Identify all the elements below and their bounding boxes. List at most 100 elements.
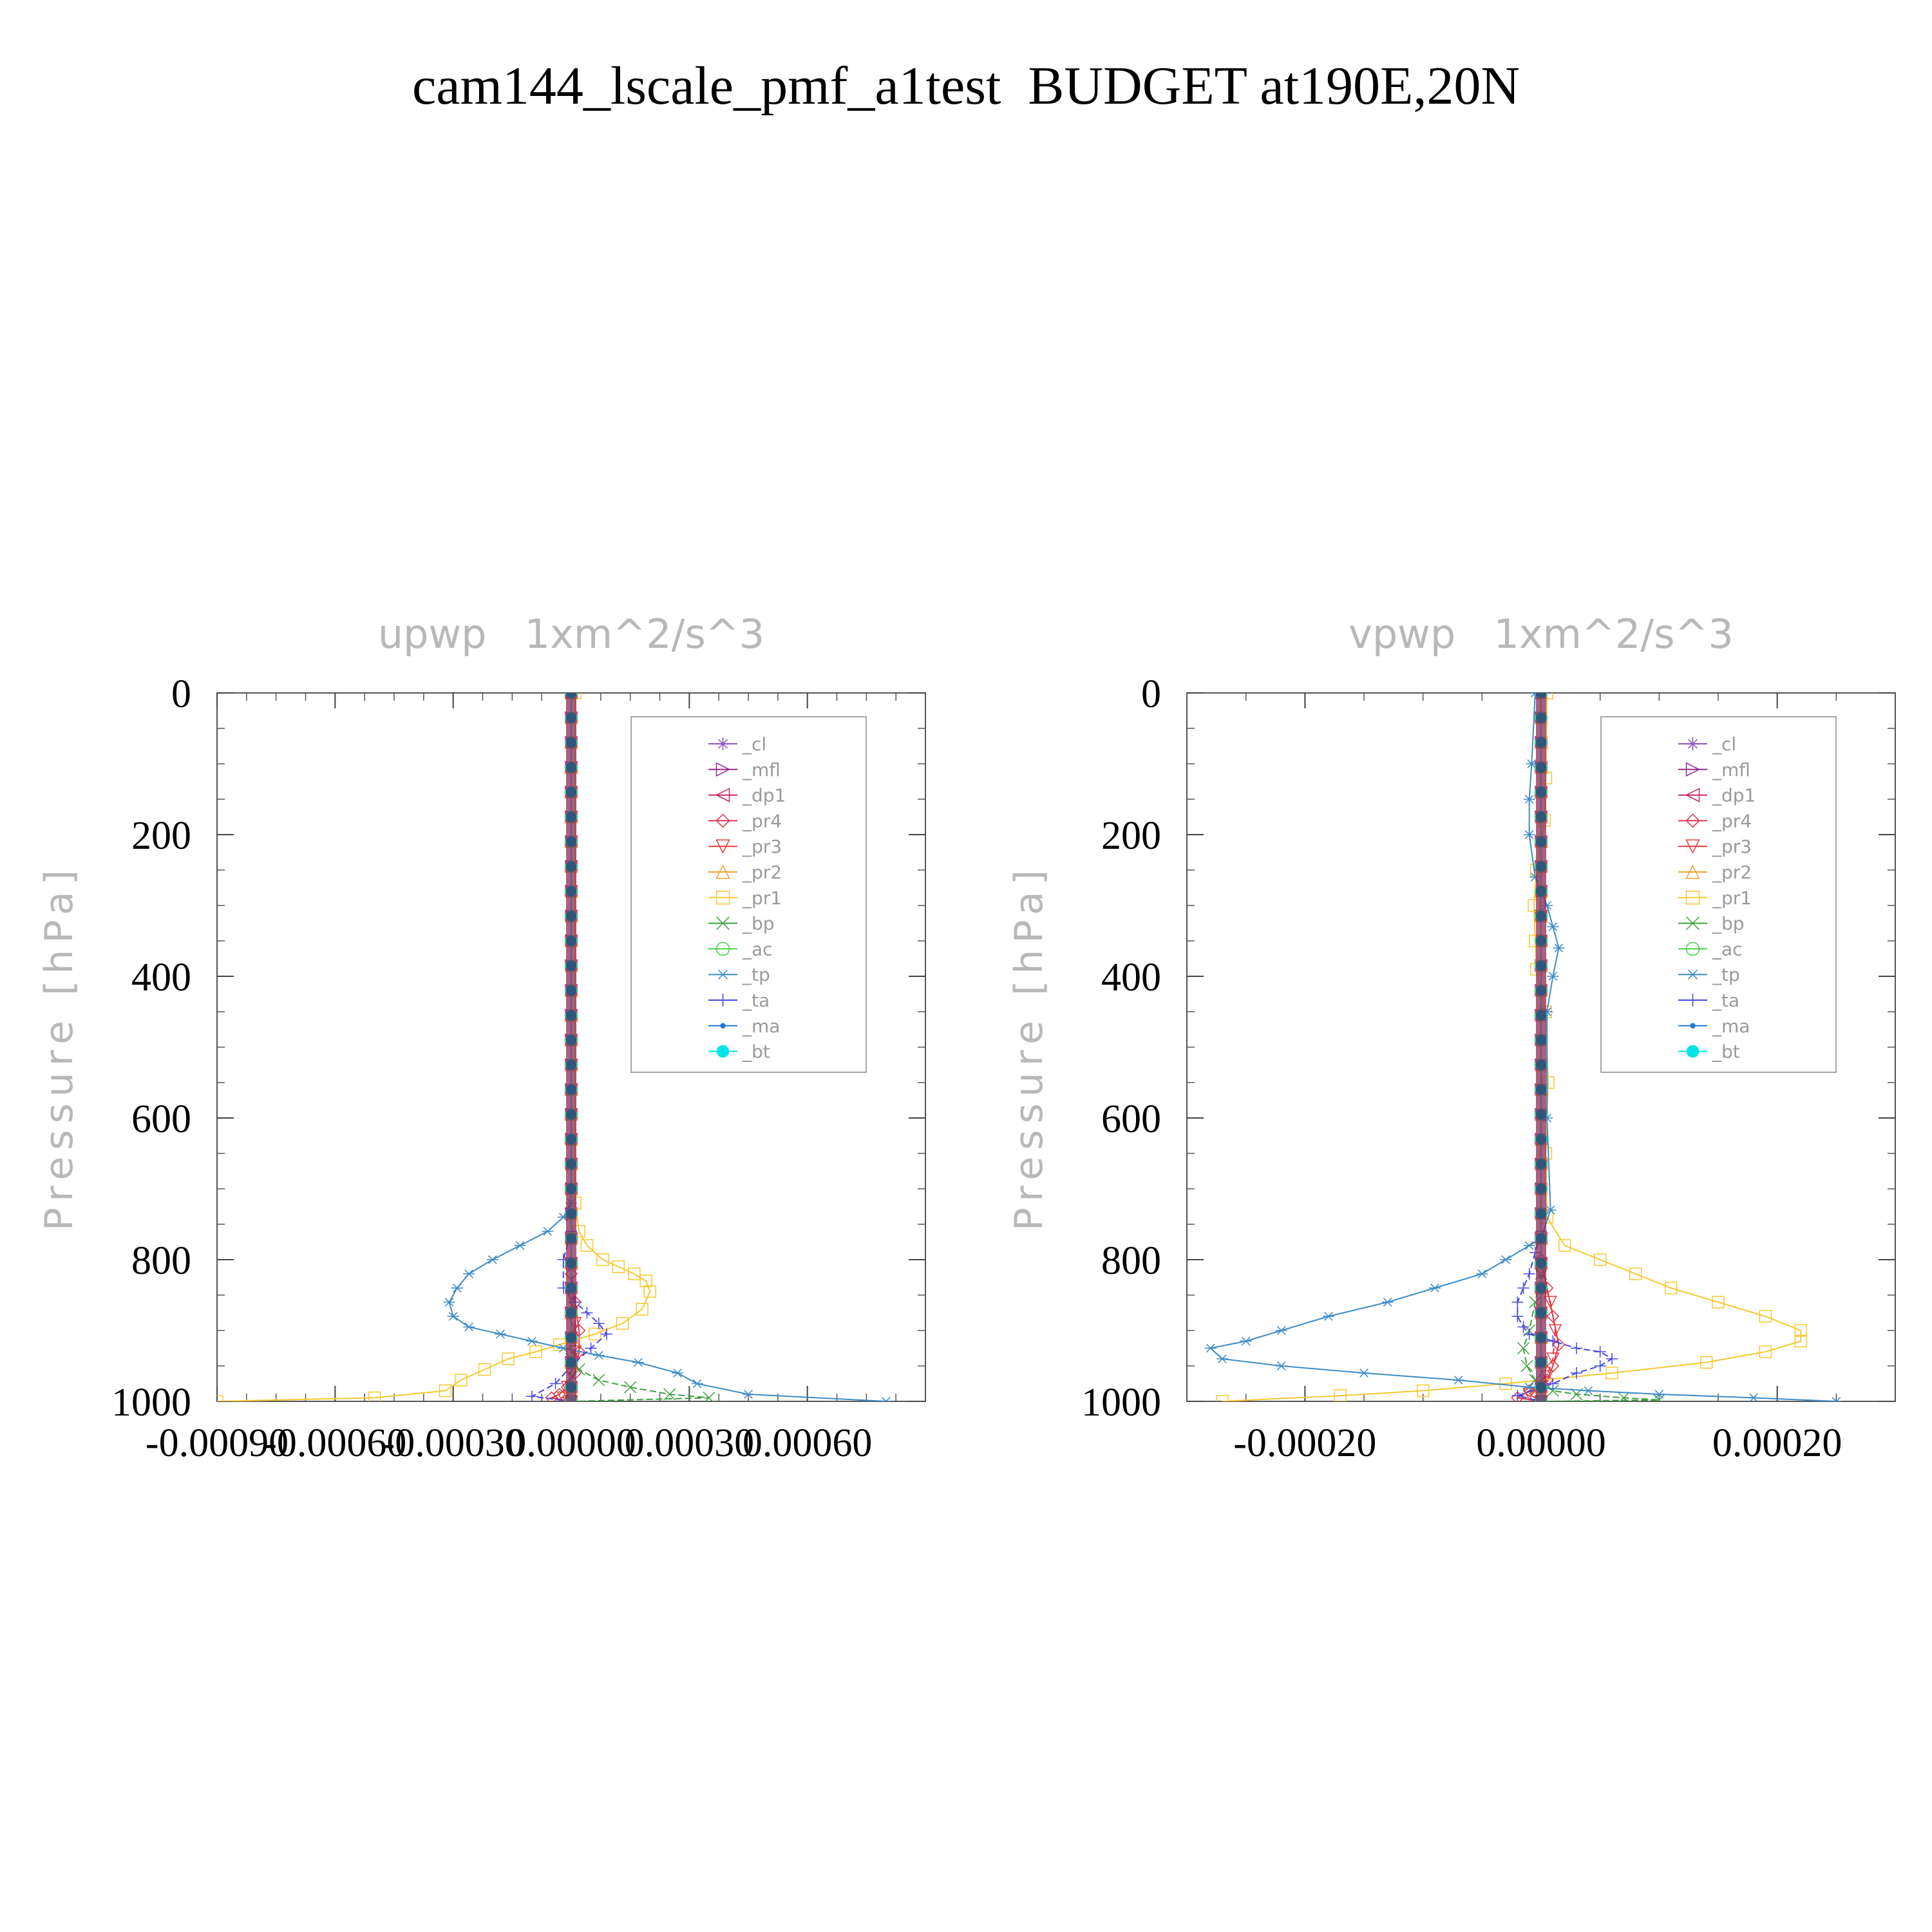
series-point-pr1: [1759, 1345, 1772, 1358]
legend-marker-ma: [1690, 1023, 1696, 1029]
series-point-ta: [1511, 1311, 1524, 1322]
series-point-ta: [1606, 1353, 1618, 1365]
series-point-tp: [592, 1350, 605, 1360]
series-point-bt: [1536, 911, 1546, 922]
legend-label-bp: _bp: [1712, 913, 1745, 934]
series-point-pr4: [545, 1391, 558, 1401]
series-point-bp: [1617, 1391, 1630, 1401]
series-point-tp: [463, 1322, 475, 1332]
series-point-bt: [1536, 837, 1546, 847]
legend-label-mfl: _mfl: [1712, 759, 1750, 781]
series-point-bp: [1546, 1384, 1559, 1397]
series-point-tp: [1523, 830, 1535, 839]
series-point-bt: [566, 911, 576, 922]
series-point-bt: [566, 1332, 576, 1343]
series-point-bt: [1536, 1233, 1546, 1244]
series-point-pr1: [455, 1374, 468, 1387]
legend-label-ta: _ta: [1712, 990, 1739, 1011]
series-point-bt: [1536, 1258, 1546, 1269]
series-point-bt: [1536, 693, 1546, 698]
legend-marker-ma: [720, 1023, 726, 1029]
series-point-bt: [1536, 886, 1546, 896]
series-point-bt: [566, 737, 576, 748]
series-point-bt: [566, 936, 576, 946]
series-point-bt: [566, 1159, 576, 1170]
series-point-pr4: [1546, 1309, 1560, 1323]
series-point-tp: [1547, 972, 1559, 981]
panel-title: upwp 1xm^2/s^3: [378, 611, 764, 658]
series-point-pr1: [588, 1327, 601, 1341]
series-point-tp: [495, 1329, 506, 1339]
series-point-ta: [1523, 1268, 1535, 1280]
series-point-pr1: [1540, 693, 1553, 699]
legend-marker-pr2: [715, 864, 730, 879]
x-tick-label: 0.00030: [625, 1421, 755, 1465]
series-point-tp: [1204, 1343, 1217, 1353]
y-tick-label: 1000: [111, 1381, 191, 1425]
legend: _cl _mfl _dp1 _pr4 _pr3 _pr2 _pr1 _bp _ac _tp _ta _…: [1600, 716, 1837, 1073]
legend-label-bt: _bt: [1712, 1041, 1740, 1063]
series-point-bt: [566, 861, 576, 872]
series-point-bt: [566, 1233, 576, 1244]
series-point-bp: [1653, 1394, 1665, 1401]
legend-label-tp: _tp: [742, 964, 770, 985]
legend-marker-pr4: [715, 813, 730, 828]
series-point-pr3: [1546, 1352, 1560, 1366]
series-point-tp: [1275, 1326, 1287, 1335]
series-point-ta: [1517, 1321, 1530, 1333]
series-point-tp: [443, 1298, 455, 1307]
figure-title: cam144_lscale_pmf_a1test BUDGET at190E,2…: [412, 56, 1520, 116]
y-tick-label: 600: [131, 1097, 191, 1141]
series-point-pr1: [1664, 1282, 1678, 1294]
series-point-tp: [1217, 1354, 1228, 1363]
series-point-pr1: [368, 1391, 381, 1401]
zero-line-stack: [566, 693, 576, 1401]
legend-marker-tp: [716, 969, 730, 980]
legend: _cl _mfl _dp1 _pr4 _pr3 _pr2 _pr1 _bp _ac _tp _ta _…: [630, 716, 867, 1073]
series-point-pr1: [1593, 1253, 1607, 1266]
series-point-bt: [566, 1307, 576, 1318]
legend-label-ac: _ac: [742, 938, 773, 960]
series-point-bt: [1536, 737, 1546, 748]
legend-label-pr1: _pr1: [1712, 887, 1752, 909]
series-point-bt: [566, 712, 576, 723]
series-point-pr1: [596, 1253, 609, 1266]
series-point-pr4: [1552, 1338, 1566, 1352]
y-tick-label: 800: [1101, 1239, 1161, 1283]
series-point-bt: [566, 1258, 576, 1269]
series-point-ta: [601, 1328, 612, 1340]
x-tick-label: 0.00000: [1476, 1421, 1606, 1465]
legend-box: [1600, 716, 1837, 1073]
series-point-bt: [1536, 1059, 1546, 1070]
zero-line-stack: [1536, 693, 1546, 1401]
series-point-tp: [1523, 1241, 1535, 1250]
legend-label-cl: _cl: [742, 734, 766, 755]
series-point-ta: [1523, 1328, 1535, 1340]
legend-marker-pr1: [715, 891, 730, 905]
series-point-pr1: [1629, 1267, 1642, 1280]
panel-title: vpwp 1xm^2/s^3: [1349, 611, 1734, 658]
series-point-bt: [1536, 712, 1546, 723]
series-point-pr1: [580, 1239, 594, 1252]
legend-marker-ac: [1685, 942, 1700, 956]
series-point-ta: [592, 1318, 605, 1329]
series-point-tp: [1582, 1386, 1595, 1396]
series-point-tp: [1476, 1269, 1488, 1278]
series-point-bt: [1536, 1357, 1546, 1368]
series-point-ta: [1547, 1335, 1559, 1347]
series-point-tp: [1323, 1312, 1334, 1321]
series-point-bt: [566, 1010, 576, 1021]
series-point-pr1: [616, 1317, 629, 1330]
series-point-tp: [1358, 1368, 1370, 1378]
series-point-bt: [566, 762, 576, 773]
series-point-bt: [566, 1357, 576, 1368]
series-point-bt: [566, 1283, 576, 1293]
legend-marker-pr1: [1685, 891, 1700, 905]
series-point-bt: [566, 787, 576, 797]
series-point-ta: [1517, 1282, 1530, 1294]
legend-marker-pr2: [1685, 864, 1700, 879]
series-point-tp: [463, 1269, 475, 1278]
series-point-pr1: [628, 1267, 641, 1280]
series-line-pr1: [217, 693, 651, 1401]
